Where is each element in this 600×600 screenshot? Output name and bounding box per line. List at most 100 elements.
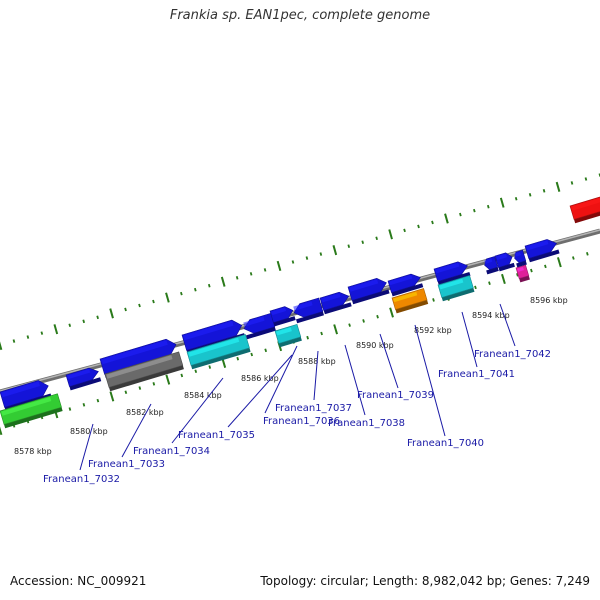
gene-label-leader — [227, 354, 293, 428]
outer-scale-tick — [249, 272, 253, 276]
gene-feature-body — [347, 278, 387, 301]
gene-feature[interactable] — [319, 290, 352, 315]
gene-feature[interactable] — [433, 260, 471, 286]
gene-feature-body — [65, 367, 99, 387]
gene-feature-shadow — [4, 407, 63, 429]
gene-feature-body — [293, 297, 324, 318]
gene-feature-highlight — [293, 301, 313, 311]
gene-feature[interactable] — [391, 288, 429, 314]
gene-feature[interactable] — [274, 324, 302, 348]
gene-label[interactable]: Franean1_7041 — [438, 369, 515, 380]
gene-feature-body — [274, 324, 302, 344]
gene-feature[interactable] — [387, 272, 424, 297]
gene-feature-shadow — [323, 302, 352, 315]
gene-label-leader — [414, 324, 446, 437]
gene-feature-highlight — [496, 253, 508, 261]
inner-scale-tick — [109, 391, 115, 402]
gene-feature-highlight — [188, 337, 240, 357]
scale-label: 8592 kbp — [414, 326, 452, 335]
gene-feature[interactable] — [515, 264, 530, 283]
gene-feature-shadow — [296, 311, 324, 324]
gene-feature-shadow — [528, 249, 560, 263]
scale-label: 8580 kbp — [70, 427, 108, 436]
outer-scale-tick — [305, 256, 309, 260]
gene-feature[interactable] — [437, 275, 475, 302]
gene-feature-shadow — [395, 300, 429, 314]
gene-feature-body — [181, 319, 243, 351]
inner-scale-tick — [250, 352, 254, 357]
gene-feature-body — [437, 275, 474, 298]
inner-scale-tick — [264, 348, 268, 353]
outer-scale-tick — [417, 224, 420, 229]
gene-feature[interactable] — [494, 251, 515, 272]
gene-feature-highlight — [517, 266, 524, 272]
gene-feature-shadow — [109, 365, 184, 392]
inner-scale-tick — [82, 403, 86, 407]
inner-scale-tick — [152, 382, 156, 386]
gene-feature[interactable] — [513, 249, 527, 268]
outer-scale-tick — [473, 208, 476, 213]
gene-feature-body — [391, 288, 428, 310]
gene-feature[interactable] — [524, 237, 560, 263]
gene-feature[interactable] — [242, 313, 276, 340]
inner-scale-tick — [194, 369, 198, 374]
inner-scale-tick — [488, 281, 491, 285]
gene-feature[interactable] — [269, 305, 296, 327]
outer-scale-tick — [194, 287, 197, 292]
gene-feature-body — [99, 338, 177, 375]
outer-scale-tick — [291, 260, 295, 264]
gene-feature[interactable] — [569, 194, 600, 224]
gene-feature[interactable] — [186, 334, 251, 370]
gene-label[interactable]: Franean1_7037 — [275, 403, 352, 414]
gene-feature-shadow — [191, 347, 251, 370]
gene-feature-highlight — [1, 397, 52, 416]
outer-scale-tick — [444, 213, 449, 224]
outer-scale-tick — [542, 189, 546, 193]
gene-feature[interactable] — [0, 393, 63, 429]
gene-feature-shadow — [273, 316, 296, 327]
gene-feature[interactable] — [347, 276, 390, 305]
gene-label[interactable]: Franean1_7034 — [133, 446, 210, 457]
outer-scale-tick — [0, 341, 3, 351]
gene-feature-body — [319, 291, 350, 311]
page-title: Frankia sp. EAN1pec, complete genome — [169, 8, 431, 23]
outer-scale-tick — [570, 181, 574, 185]
gene-label-leader — [499, 303, 516, 347]
outer-scale-tick — [109, 308, 114, 319]
inner-scale-tick — [516, 272, 519, 277]
gene-feature-body — [387, 273, 421, 293]
inner-scale-tick — [236, 356, 240, 361]
gene-feature-highlight — [276, 327, 292, 336]
inner-scale-tick — [96, 398, 100, 403]
gene-label[interactable]: Franean1_7039 — [357, 390, 434, 401]
outer-scale-tick — [555, 181, 561, 192]
gene-feature-shadow — [516, 260, 527, 268]
gene-label[interactable]: Franean1_7040 — [407, 438, 484, 449]
gene-label[interactable]: Franean1_7032 — [43, 474, 120, 485]
gene-feature[interactable] — [292, 297, 324, 324]
inner-scale-tick — [138, 386, 142, 390]
gene-feature-body — [243, 313, 276, 334]
outer-scale-tick — [207, 283, 211, 288]
gene-label[interactable]: Franean1_7038 — [328, 418, 405, 429]
outer-scale-tick — [486, 204, 490, 209]
inner-scale-tick — [320, 331, 323, 336]
gene-feature-highlight — [389, 275, 413, 286]
gene-feature-highlight — [1, 381, 40, 398]
outer-scale-tick — [124, 307, 127, 312]
gene-label[interactable]: Franean1_7042 — [474, 349, 551, 360]
gene-label[interactable]: Franean1_7036 — [263, 416, 340, 427]
gene-feature[interactable] — [65, 366, 102, 391]
gene-feature-shadow — [69, 377, 102, 391]
gene-feature-highlight — [571, 197, 600, 211]
outer-scale-tick — [431, 220, 434, 225]
gene-feature-body — [524, 239, 558, 259]
gene-feature[interactable] — [483, 256, 499, 275]
gene-label[interactable]: Franean1_7035 — [178, 430, 255, 441]
outer-scale-tick — [347, 244, 351, 248]
outer-scale-tick — [68, 323, 72, 328]
gene-feature[interactable] — [104, 351, 184, 392]
gene-feature-shadow — [519, 275, 530, 283]
gene-label[interactable]: Franean1_7033 — [88, 459, 165, 470]
